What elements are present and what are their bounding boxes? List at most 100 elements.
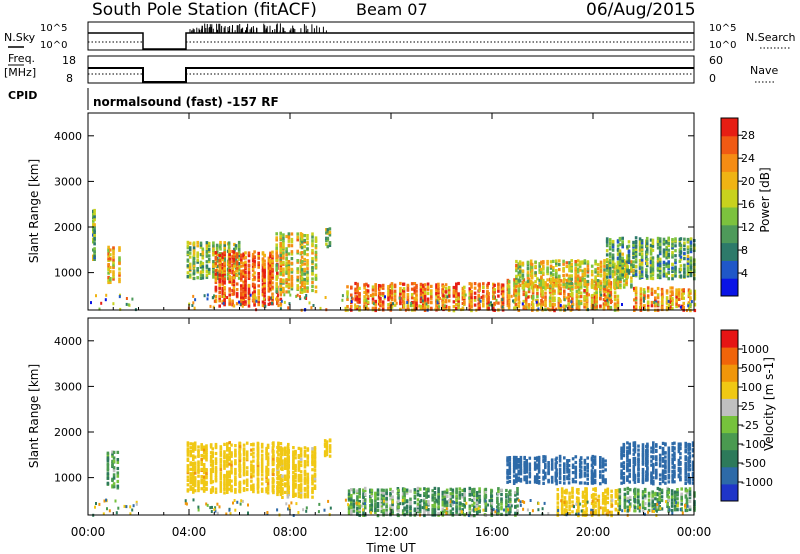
- heatmap-cell-3: [269, 283, 272, 287]
- heatmap-cell-5: [591, 475, 595, 479]
- heatmap-cell-4: [403, 487, 406, 491]
- heatmap-cell-6: [346, 297, 349, 301]
- heatmap-cell-6: [387, 288, 390, 292]
- heatmap-cell-8: [622, 261, 626, 265]
- heatmap-cell-2: [192, 241, 196, 245]
- heatmap-cell-7: [583, 305, 586, 309]
- heatmap-cell-10: [689, 250, 693, 254]
- heatmap-cell-7: [567, 306, 570, 310]
- scatter-echo: [192, 294, 195, 298]
- heatmap-cell-9: [669, 290, 672, 294]
- heatmap-cell-8: [530, 286, 534, 290]
- heatmap-cell-1: [234, 470, 237, 474]
- heatmap-cell-4: [279, 231, 282, 235]
- heatmap-cell-4: [514, 498, 517, 502]
- heatmap-cell-3: [267, 268, 271, 272]
- heatmap-cell-3: [242, 296, 245, 300]
- heatmap-cell-10: [651, 268, 655, 272]
- heatmap-cell-2: [201, 247, 205, 251]
- heatmap-cell-4: [300, 242, 304, 246]
- heatmap-cell-3: [257, 277, 260, 281]
- heatmap-cell-5: [523, 461, 526, 465]
- heatmap-cell-6: [437, 287, 440, 291]
- heatmap-cell-3: [261, 303, 265, 308]
- heatmap-cell-4: [356, 495, 359, 499]
- heatmap-cell-3: [263, 281, 266, 285]
- heatmap-cell-2: [237, 254, 241, 258]
- heatmap-cell-7: [524, 291, 528, 295]
- heatmap-cell-8: [568, 264, 571, 268]
- heatmap-cell-5: [563, 470, 566, 474]
- heatmap-cell-10: [665, 262, 668, 266]
- scatter-echo: [209, 304, 212, 308]
- heatmap-cell-5: [601, 469, 605, 473]
- heatmap-cell-3: [240, 264, 243, 268]
- heatmap-cell-10: [658, 271, 662, 275]
- heatmap-cell-8: [599, 260, 603, 264]
- heatmap-cell-1: [238, 449, 241, 453]
- heatmap-cell-5: [517, 469, 520, 473]
- heatmap-cell-8: [603, 261, 606, 265]
- heatmap-cell-7: [548, 288, 552, 292]
- heatmap-cell-10: [634, 249, 638, 253]
- heatmap-cell-1: [200, 457, 203, 461]
- heatmap-cell-1: [250, 464, 253, 468]
- scatter-echo: [262, 297, 265, 301]
- heatmap-cell-2: [281, 453, 284, 457]
- heatmap-cell-6: [501, 294, 505, 298]
- heatmap-cell-4: [306, 289, 309, 293]
- heatmap-cell-6: [486, 283, 489, 287]
- heatmap-cell-4: [358, 509, 361, 514]
- heatmap-cell-1: [112, 261, 115, 265]
- heatmap-cell-9: [665, 291, 669, 295]
- heatmap-cell-2: [192, 253, 196, 257]
- heatmap-cell-4: [285, 278, 288, 282]
- heatmap-cell-6: [430, 294, 433, 299]
- heatmap-cell-10: [626, 264, 629, 268]
- heatmap-cell-2: [207, 257, 211, 262]
- heatmap-cell-9: [669, 294, 672, 298]
- heatmap-cell-1: [209, 471, 213, 475]
- heatmap-cell-1: [214, 462, 218, 466]
- heatmap-cell-10: [651, 248, 655, 252]
- heatmap-cell-4: [516, 504, 519, 508]
- heatmap-cell-8: [607, 284, 611, 288]
- heatmap-cell-10: [678, 259, 682, 263]
- heatmap-cell-6: [447, 299, 451, 303]
- scatter-echo: [639, 306, 641, 309]
- scatter-echo: [279, 307, 282, 311]
- heatmap-cell-4: [405, 512, 409, 516]
- scatter-echo: [359, 306, 361, 310]
- heatmap-cell-2: [186, 244, 190, 248]
- heatmap-cell-10: [645, 247, 649, 252]
- heatmap-cell-7: [575, 294, 579, 299]
- heatmap-cell-4: [300, 251, 304, 255]
- heatmap-cell-4: [433, 508, 437, 513]
- heatmap-cell-9: [639, 289, 643, 294]
- heatmap-cell-4: [285, 247, 288, 251]
- noise-tick-top-left: 10^5: [40, 23, 67, 34]
- heatmap-cell-7: [606, 293, 610, 297]
- heatmap-cell-4: [303, 257, 306, 262]
- heatmap-cell-4: [401, 487, 405, 491]
- heatmap-cell-8: [546, 278, 549, 282]
- heatmap-cell-3: [261, 263, 265, 267]
- heatmap-cell-6: [435, 294, 438, 298]
- heatmap-cell-1: [245, 441, 249, 445]
- heatmap-cell-7: [527, 304, 531, 308]
- heatmap-cell-1: [234, 444, 237, 448]
- heatmap-cell-1: [234, 476, 237, 480]
- heatmap-cell-4: [374, 493, 377, 497]
- heatmap-cell-9: [661, 305, 664, 310]
- scatter-echo: [239, 302, 242, 306]
- heatmap-cell-10: [627, 249, 631, 253]
- heatmap-cell-4: [405, 504, 409, 508]
- heatmap-cell-7: [544, 302, 547, 306]
- heatmap-cell-7: [604, 296, 607, 300]
- heatmap-cell-4: [418, 510, 422, 514]
- heatmap-cell-6: [374, 293, 377, 297]
- heatmap-cell-1: [109, 280, 112, 284]
- heatmap-cell-7: [513, 288, 516, 292]
- heatmap-cell-6: [356, 288, 359, 292]
